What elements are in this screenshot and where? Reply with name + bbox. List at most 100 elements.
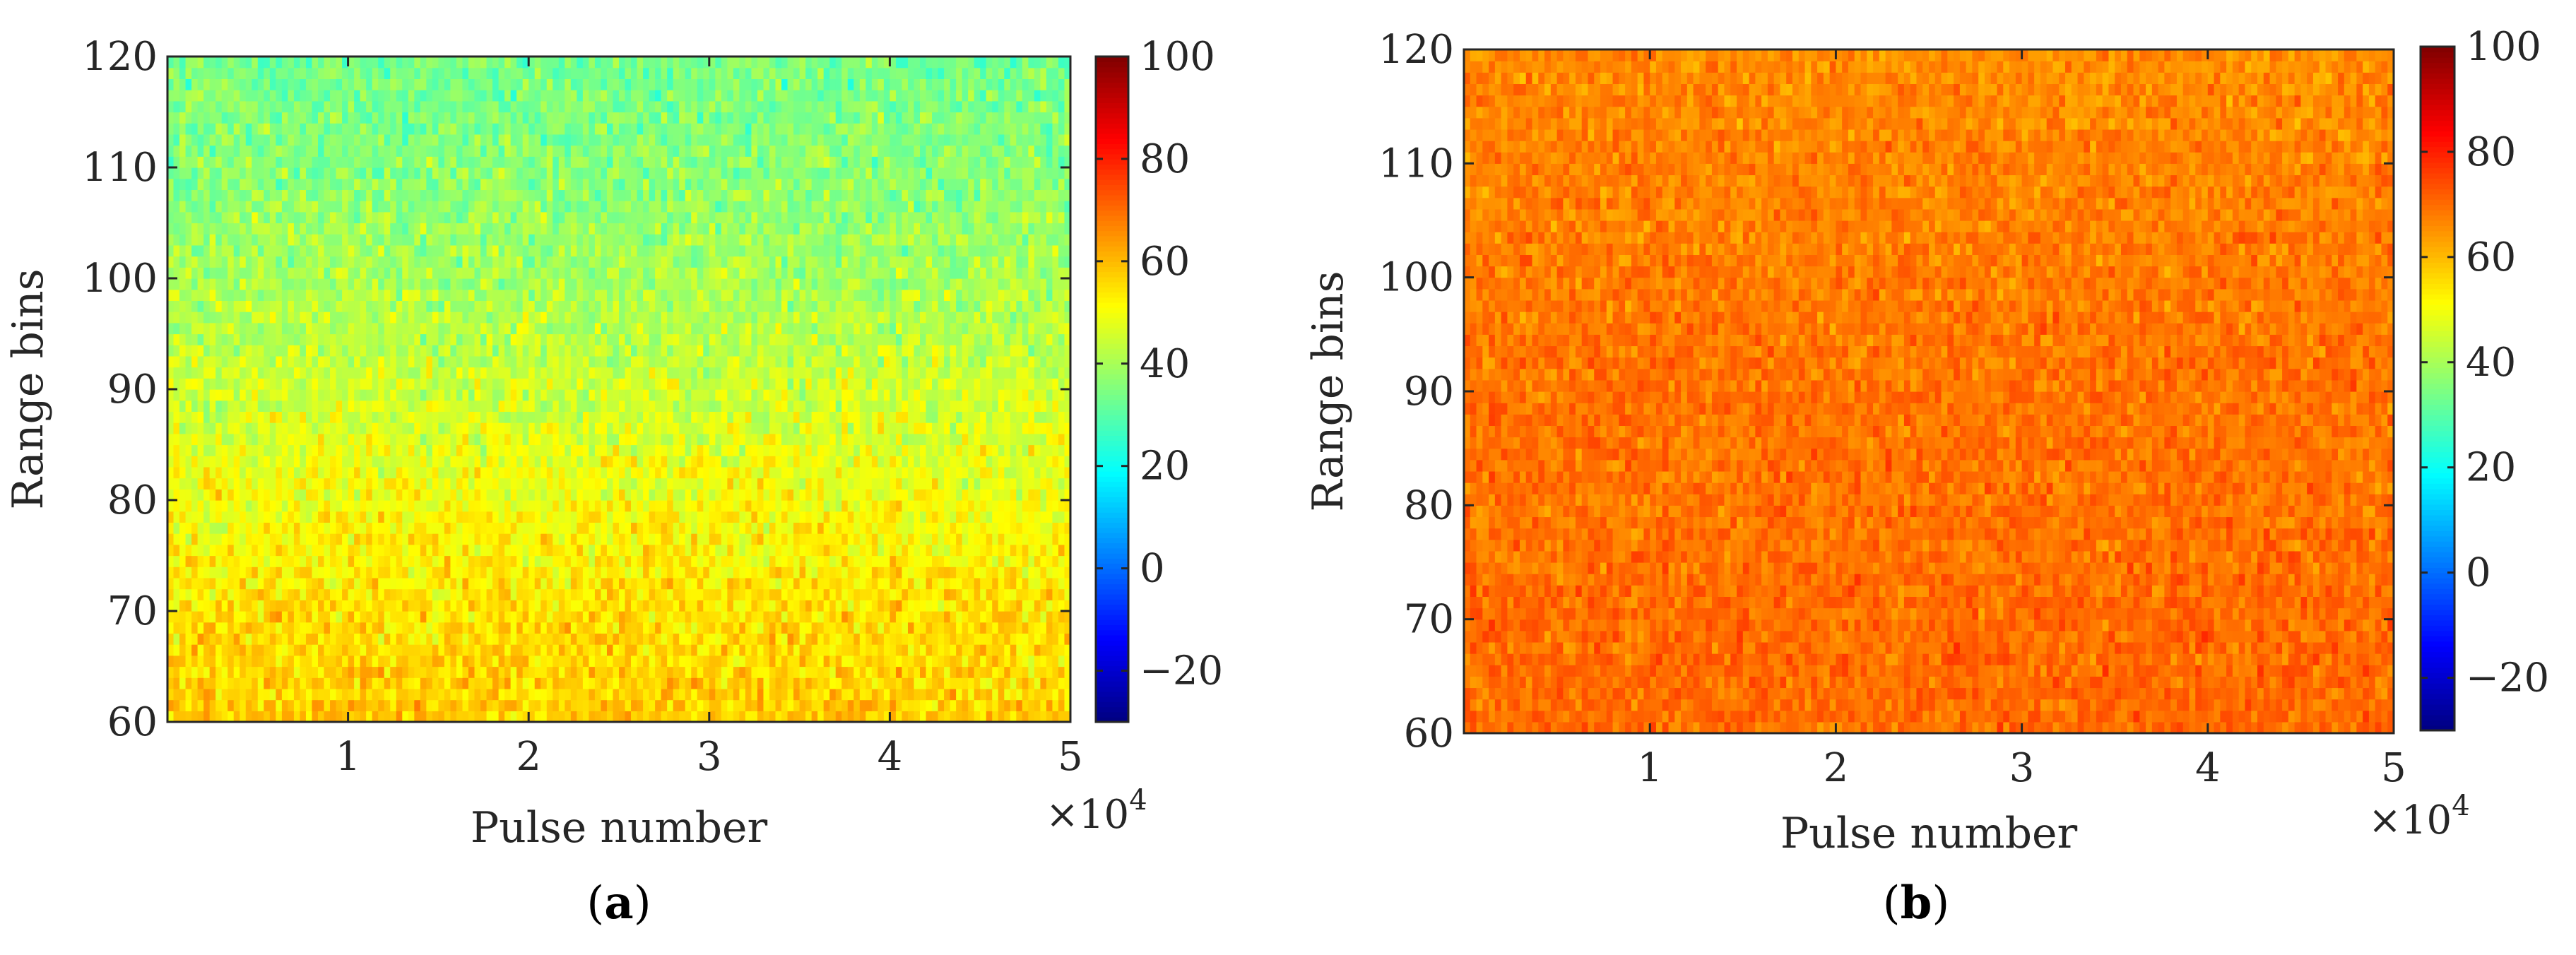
heatmap-cell: [751, 555, 758, 567]
heatmap-cell: [492, 633, 500, 645]
heatmap-cell: [1064, 433, 1071, 446]
heatmap-cell: [203, 567, 211, 579]
heatmap-cell: [372, 588, 379, 600]
heatmap-cell: [203, 489, 211, 501]
heatmap-cell: [962, 389, 969, 401]
heatmap-cell: [835, 400, 842, 412]
heatmap-cell: [522, 433, 529, 446]
heatmap-cell: [739, 389, 746, 401]
heatmap-cell: [902, 688, 909, 701]
heatmap-cell: [625, 433, 632, 446]
heatmap-cell: [498, 456, 505, 468]
heatmap-cell: [342, 489, 349, 501]
heatmap-cell: [197, 411, 204, 423]
heatmap-cell: [998, 588, 1005, 600]
heatmap-cell: [871, 400, 878, 412]
heatmap-cell: [944, 478, 951, 490]
heatmap-cell: [492, 522, 500, 534]
heatmap-cell: [649, 478, 656, 490]
heatmap-cell: [257, 378, 264, 390]
heatmap-cell: [859, 699, 866, 711]
heatmap-cell: [570, 600, 577, 612]
heatmap-cell: [534, 688, 541, 701]
heatmap-cell: [871, 644, 878, 656]
heatmap-cell: [914, 622, 921, 634]
heatmap-cell: [528, 633, 536, 645]
heatmap-cell: [956, 600, 963, 612]
heatmap-cell: [594, 478, 602, 490]
heatmap-cell: [378, 411, 385, 423]
heatmap-cell: [546, 378, 553, 390]
heatmap-cell: [426, 456, 433, 468]
heatmap-cell: [1016, 400, 1023, 412]
heatmap-cell: [281, 511, 288, 523]
heatmap-cell: [655, 600, 662, 612]
heatmap-cell: [462, 633, 469, 645]
heatmap-cell: [300, 355, 307, 368]
heatmap-cell: [865, 555, 873, 567]
heatmap-cell: [233, 577, 240, 590]
heatmap-cell: [902, 433, 909, 446]
heatmap-cell: [715, 444, 722, 456]
heatmap-cell: [228, 422, 235, 434]
heatmap-cell: [342, 544, 349, 557]
heatmap-cell: [293, 400, 301, 412]
heatmap-cell: [601, 500, 608, 512]
heatmap-cell: [793, 567, 800, 579]
heatmap-cell: [1034, 555, 1041, 567]
heatmap-cell: [534, 489, 541, 501]
heatmap-cell: [655, 544, 662, 557]
heatmap-cell: [330, 500, 337, 512]
heatmap-cell: [468, 522, 475, 534]
heatmap-cell: [715, 466, 722, 479]
heatmap-cell: [685, 533, 692, 545]
heatmap-cell: [956, 533, 963, 545]
heatmap-cell: [956, 522, 963, 534]
heatmap-cell: [926, 389, 933, 401]
heatmap-cell: [793, 577, 800, 590]
heatmap-cell: [570, 422, 577, 434]
heatmap-cell: [408, 422, 415, 434]
heatmap-cell: [938, 355, 945, 368]
heatmap-cell: [907, 489, 915, 501]
heatmap-cell: [456, 588, 463, 600]
heatmap-cell: [577, 611, 584, 623]
heatmap-cell: [384, 422, 391, 434]
heatmap-cell: [281, 677, 288, 689]
heatmap-cell: [312, 644, 319, 656]
heatmap-cell: [450, 622, 457, 634]
heatmap-cell: [1004, 622, 1011, 634]
heatmap-cell: [871, 522, 878, 534]
heatmap-cell: [594, 466, 602, 479]
heatmap-cell: [462, 666, 469, 678]
heatmap-cell: [191, 577, 199, 590]
heatmap-cell: [384, 478, 391, 490]
heatmap-cell: [173, 478, 180, 490]
heatmap-cell: [883, 688, 890, 701]
heatmap-cell: [474, 633, 481, 645]
heatmap-cell: [167, 466, 175, 479]
heatmap-cell: [577, 588, 584, 600]
heatmap-cell: [703, 489, 710, 501]
heatmap-cell: [510, 400, 517, 412]
heatmap-cell: [763, 433, 770, 446]
heatmap-cell: [330, 389, 337, 401]
heatmap-cell: [318, 456, 325, 468]
heatmap-cell: [203, 367, 211, 379]
heatmap-cell: [553, 677, 560, 689]
heatmap-cell: [372, 355, 379, 368]
heatmap-cell: [589, 600, 596, 612]
heatmap-cell: [781, 655, 788, 668]
heatmap-cell: [203, 378, 211, 390]
heatmap-cell: [787, 711, 794, 723]
heatmap-cell: [582, 500, 589, 512]
heatmap-cell: [1052, 422, 1059, 434]
heatmap-cell: [992, 688, 999, 701]
heatmap-cell: [757, 666, 764, 678]
heatmap-cell: [318, 466, 325, 479]
heatmap-cell: [318, 489, 325, 501]
heatmap-cell: [847, 444, 854, 456]
heatmap-cell: [721, 389, 728, 401]
heatmap-cell: [823, 511, 830, 523]
heatmap-cell: [974, 378, 981, 390]
